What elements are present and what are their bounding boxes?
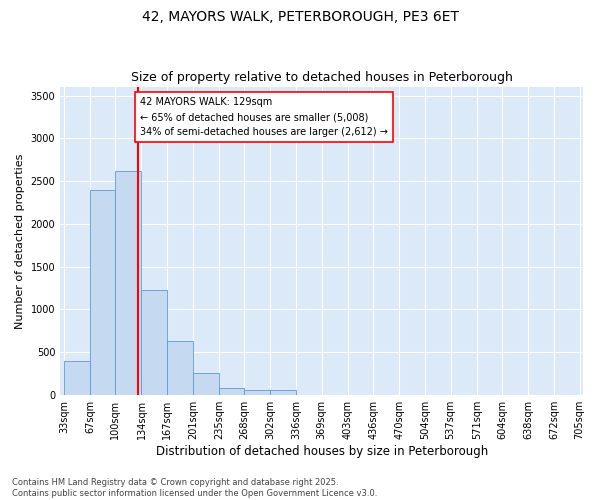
Bar	[115, 171, 142, 394]
Text: Contains HM Land Registry data © Crown copyright and database right 2025.
Contai: Contains HM Land Registry data © Crown c…	[12, 478, 377, 498]
Bar	[219, 388, 244, 394]
Bar	[193, 374, 219, 394]
Bar	[271, 390, 296, 394]
Title: Size of property relative to detached houses in Peterborough: Size of property relative to detached ho…	[131, 72, 513, 85]
Bar	[244, 390, 271, 394]
Text: 42, MAYORS WALK, PETERBOROUGH, PE3 6ET: 42, MAYORS WALK, PETERBOROUGH, PE3 6ET	[142, 10, 458, 24]
Y-axis label: Number of detached properties: Number of detached properties	[15, 153, 25, 328]
Text: 42 MAYORS WALK: 129sqm
← 65% of detached houses are smaller (5,008)
34% of semi-: 42 MAYORS WALK: 129sqm ← 65% of detached…	[140, 98, 388, 137]
Bar	[142, 290, 167, 395]
Bar	[167, 341, 193, 394]
X-axis label: Distribution of detached houses by size in Peterborough: Distribution of detached houses by size …	[155, 444, 488, 458]
Bar	[90, 190, 115, 394]
Bar	[64, 362, 90, 394]
